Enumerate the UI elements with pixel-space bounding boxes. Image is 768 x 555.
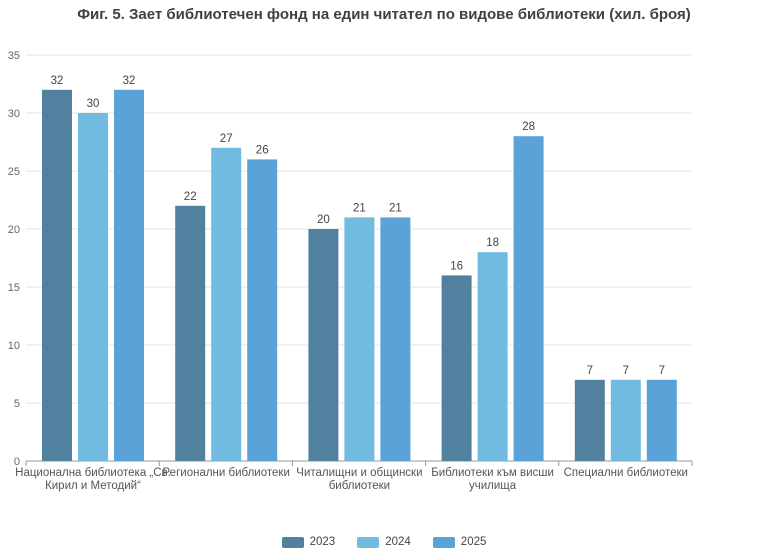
- category-label-line: Регионални библиотеки: [163, 467, 290, 479]
- y-tick-label: 30: [8, 108, 20, 120]
- category-label-line: библиотеки: [329, 480, 390, 492]
- data-label: 21: [389, 202, 402, 214]
- legend-item-2024: 2024: [357, 536, 411, 548]
- category-label: Национална библиотека „Св. Кирил и Методи…: [15, 467, 171, 492]
- category-label-line: Кирил и Методий“: [45, 480, 141, 492]
- category-label: Регионални библиотеки: [163, 467, 290, 479]
- y-tick-label: 10: [8, 340, 20, 352]
- y-tick-label: 5: [14, 398, 20, 410]
- data-label: 16: [450, 260, 463, 272]
- bar-2024: [78, 113, 108, 461]
- bar-2023: [574, 379, 605, 461]
- chart-legend: 2023 2024 2025: [0, 536, 768, 548]
- data-label: 18: [486, 237, 499, 249]
- category-label-line: Читалищни и общински: [296, 467, 422, 479]
- bar-2024: [211, 147, 242, 462]
- legend-swatch: [281, 536, 304, 548]
- y-tick-label: 20: [8, 224, 20, 236]
- legend-item-2023: 2023: [281, 536, 336, 548]
- bar-2025: [513, 136, 544, 461]
- bar-2025: [646, 379, 677, 461]
- category-label-line: училища: [469, 480, 517, 492]
- category-label: Специални библиотеки: [564, 467, 688, 479]
- y-tick-label: 0: [14, 456, 20, 468]
- data-label: 7: [623, 365, 629, 377]
- category-label-line: Специални библиотеки: [564, 467, 688, 479]
- category-label-line: Национална библиотека „Св.: [15, 467, 171, 479]
- bar-2025: [380, 217, 411, 461]
- data-label: 32: [123, 75, 136, 87]
- bar-2024: [344, 217, 375, 461]
- data-label: 27: [220, 133, 233, 145]
- legend-item-2025: 2025: [432, 536, 487, 548]
- data-label: 7: [587, 365, 593, 377]
- legend-swatch: [357, 536, 380, 548]
- legend-label: 2024: [385, 536, 411, 548]
- data-label: 21: [353, 202, 366, 214]
- data-label: 26: [256, 144, 269, 156]
- bar-2024: [610, 379, 641, 461]
- chart-title: Фиг. 5. Зает библиотечен фонд на един чи…: [77, 6, 691, 23]
- data-label: 22: [184, 191, 197, 203]
- bar-chart: 0 5 10 15 20 25 30 35 32 30 32 Национална библиотек…: [8, 50, 693, 492]
- bar-2025: [247, 159, 278, 461]
- bar-2025: [114, 89, 144, 462]
- data-label: 32: [51, 75, 64, 87]
- data-label: 30: [87, 98, 100, 110]
- bar-2024: [477, 252, 508, 461]
- bar-2023: [42, 89, 72, 462]
- legend-label: 2025: [460, 536, 487, 548]
- data-label: 28: [522, 121, 535, 133]
- bar-2023: [308, 229, 339, 461]
- category-label-line: Библиотеки към висши: [431, 467, 554, 479]
- legend-swatch: [432, 536, 455, 548]
- category-label: Читалищни и общински библиотеки: [296, 467, 422, 492]
- legend-label: 2023: [309, 536, 336, 548]
- bar-2023: [441, 275, 472, 461]
- bar-2023: [175, 205, 206, 461]
- category-label: Библиотеки към висши училища: [431, 467, 554, 492]
- y-tick-label: 15: [8, 282, 20, 294]
- y-tick-label: 25: [8, 166, 20, 178]
- y-tick-label: 35: [8, 50, 20, 62]
- data-label: 20: [317, 214, 330, 226]
- data-label: 7: [659, 365, 665, 377]
